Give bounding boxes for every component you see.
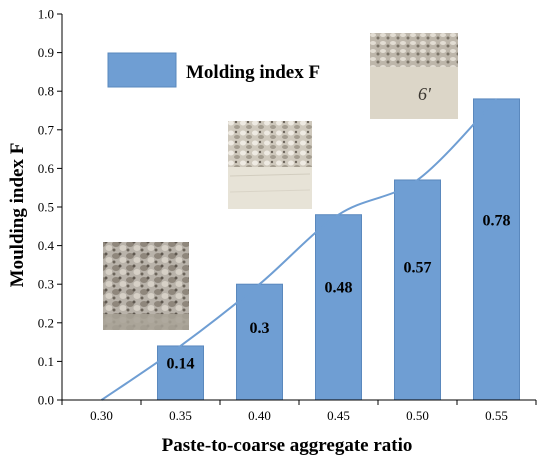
y-tick-label: 1.0 (38, 7, 54, 22)
trend-line (100, 98, 498, 401)
x-tick-label: 0.35 (169, 408, 192, 423)
bar-0.40 (236, 283, 283, 401)
x-tick-label: 0.55 (485, 408, 508, 423)
specimen-photo-high-label: 6' (418, 84, 432, 104)
bar-labels: 0.14 0.3 0.48 0.57 0.78 (167, 212, 511, 372)
x-axis-title: Paste-to-coarse aggregate ratio (162, 435, 413, 456)
x-tick-label: 0.40 (248, 408, 271, 423)
data-label-0.55: 0.78 (483, 212, 511, 229)
bars (157, 98, 520, 401)
data-label-0.35: 0.14 (167, 356, 195, 373)
y-tick-label: 0.0 (38, 393, 54, 408)
legend-label: Molding index F (186, 62, 320, 83)
y-tick-label: 0.5 (38, 200, 54, 215)
bar-0.55 (473, 98, 520, 401)
legend-swatch (107, 52, 177, 88)
y-tick-label: 0.6 (38, 161, 55, 176)
specimen-photo-low (103, 242, 189, 330)
y-tick-label: 0.7 (38, 122, 55, 137)
y-tick-label: 0.1 (38, 354, 54, 369)
legend: Molding index F (107, 52, 320, 88)
x-tick-label: 0.30 (90, 408, 113, 423)
y-axis-title: Moulding index F (7, 143, 28, 288)
y-tick-label: 0.9 (38, 45, 54, 60)
x-tick-label: 0.45 (327, 408, 350, 423)
data-label-0.50: 0.57 (404, 259, 432, 276)
y-tick-label: 0.2 (38, 315, 54, 330)
data-label-0.40: 0.3 (250, 320, 270, 337)
bar-0.35 (157, 345, 204, 401)
specimen-photo-mid (228, 121, 312, 209)
y-tick-label: 0.4 (38, 238, 55, 253)
data-label-0.45: 0.48 (325, 280, 353, 297)
specimen-photos: 6' (103, 33, 458, 330)
axes: 0.0 0.1 0.2 0.3 0.4 0.5 0.6 0.7 0.8 0.9 1.0 0.30 0.3… (38, 7, 537, 423)
x-tick-label: 0.50 (406, 408, 429, 423)
y-tick-label: 0.3 (38, 277, 54, 292)
specimen-photo-high: 6' (370, 33, 458, 119)
y-tick-label: 0.8 (38, 84, 54, 99)
bar-0.50 (394, 179, 441, 401)
trend-line-path (100, 98, 498, 401)
bar-0.45 (315, 214, 362, 401)
